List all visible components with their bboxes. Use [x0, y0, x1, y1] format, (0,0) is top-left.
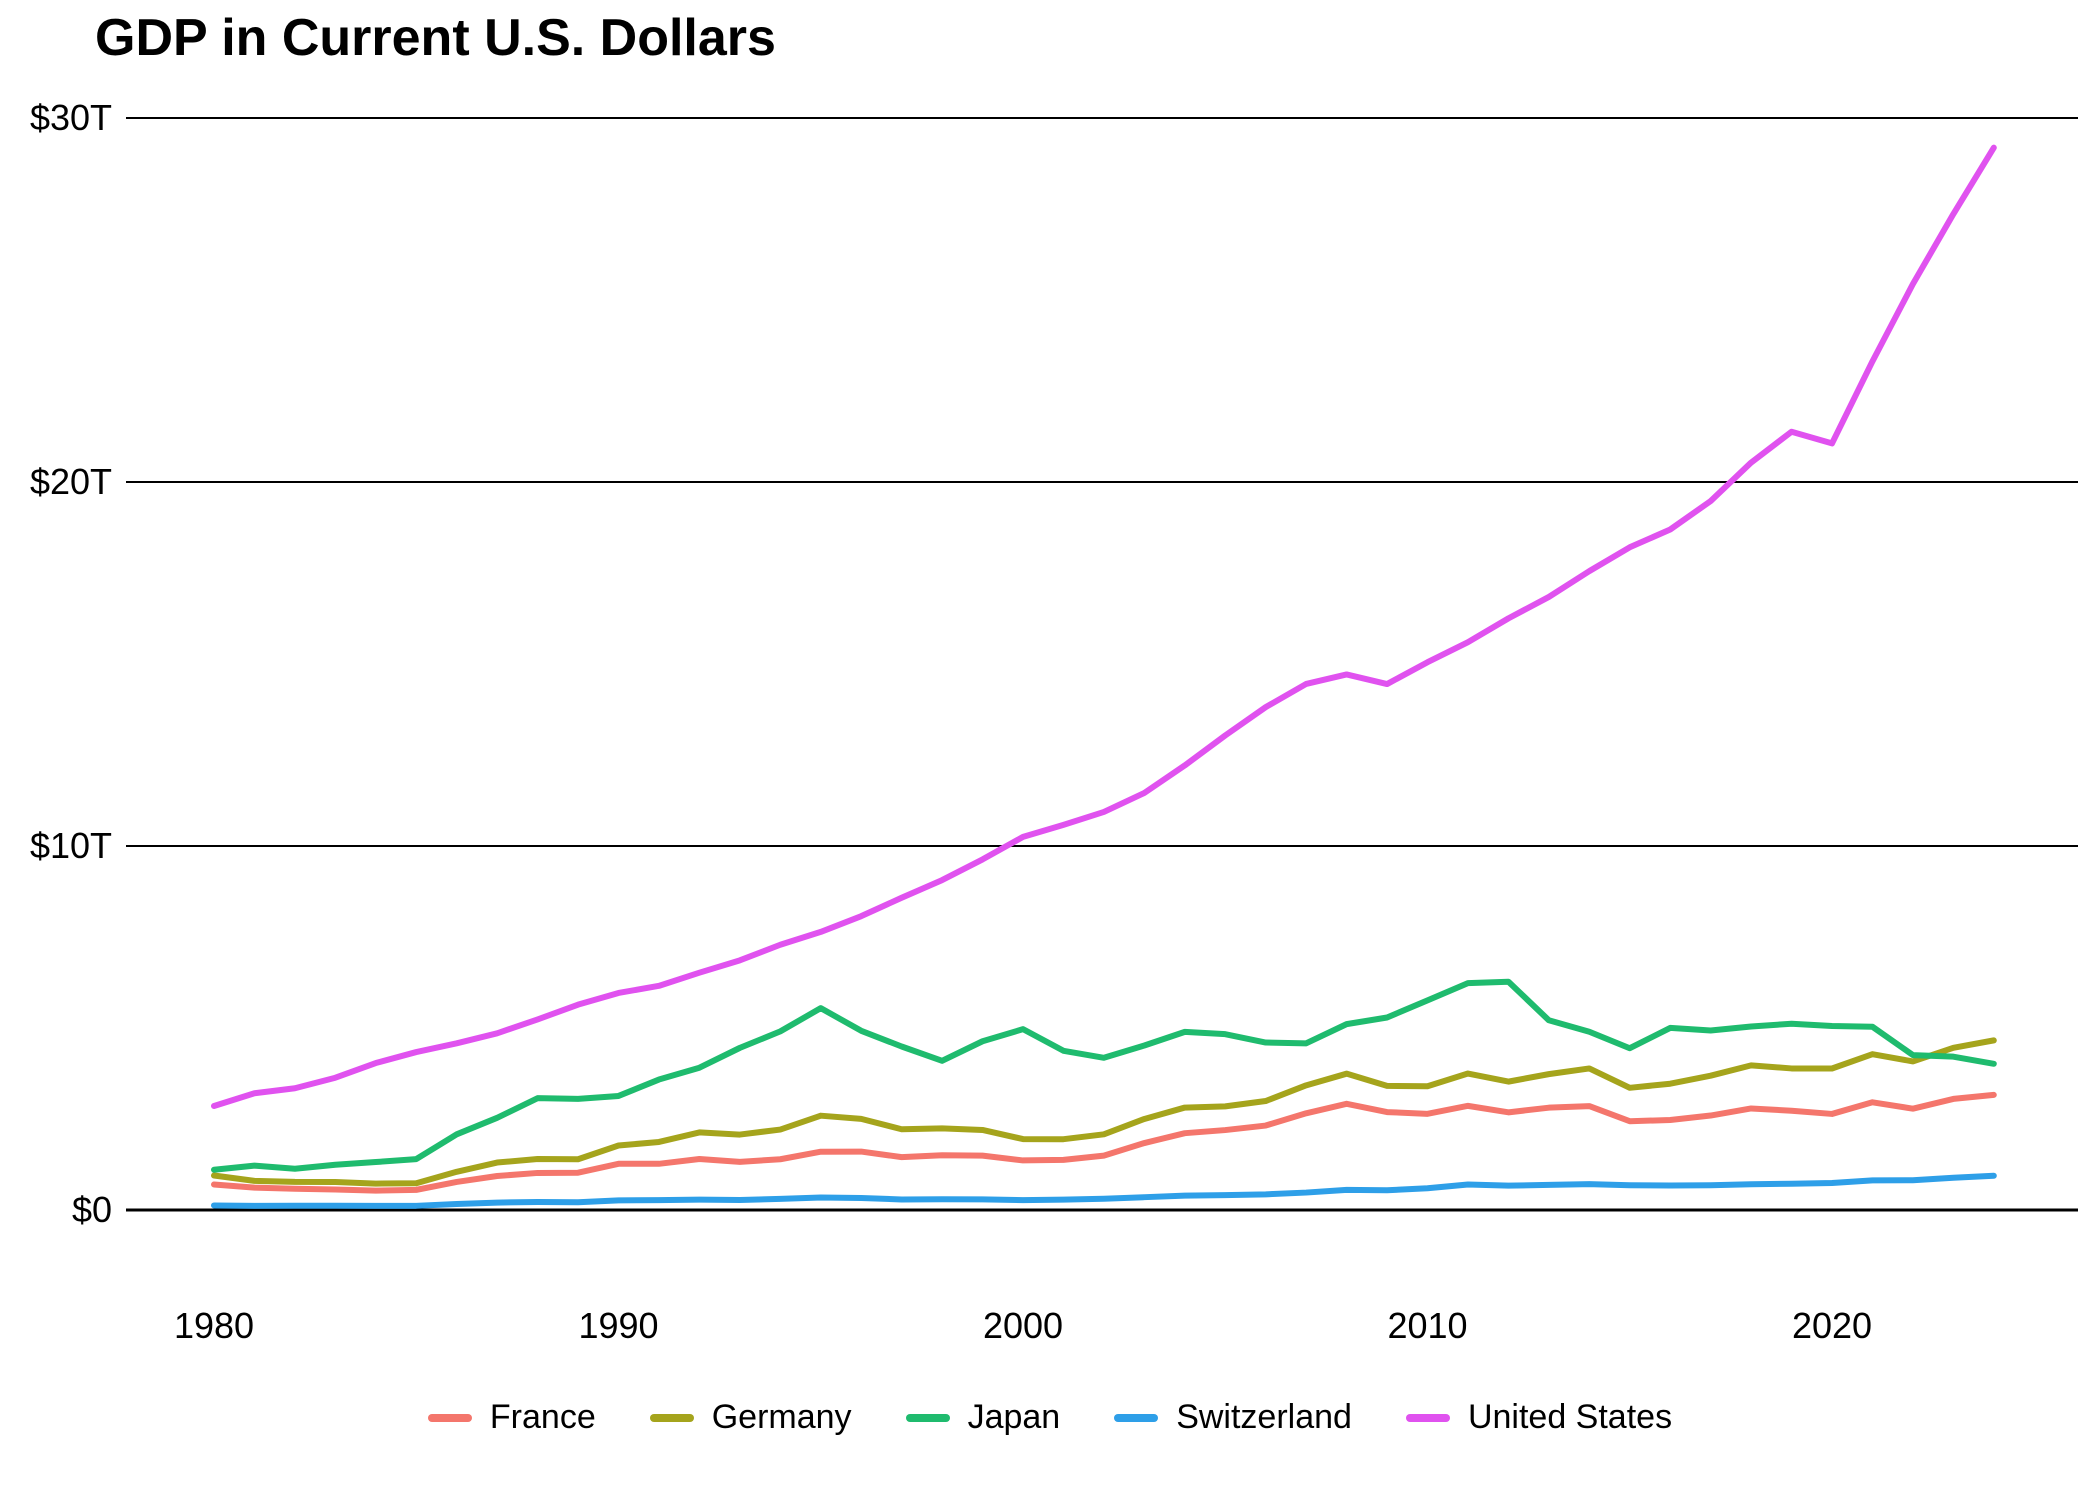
x-tick-label-1990: 1990	[578, 1305, 659, 1346]
series-line-japan	[211, 978, 1997, 1173]
y-tick-label-20: $20T	[29, 461, 112, 502]
legend-item-switzerland: Switzerland	[1114, 1398, 1352, 1437]
series-line-france	[211, 1091, 1997, 1194]
y-tick-label-30: $30T	[29, 97, 112, 138]
legend-item-france: France	[427, 1398, 596, 1437]
y-tick-label-0: $0	[71, 1189, 112, 1230]
legend-label-france: France	[489, 1398, 596, 1436]
x-tick-label-2000: 2000	[982, 1305, 1064, 1346]
series-line-switzerland	[211, 1172, 1997, 1209]
x-tick-label-1980: 1980	[173, 1305, 255, 1346]
legend-item-japan: Japan	[905, 1398, 1061, 1437]
series-line-united-states	[211, 144, 1997, 1110]
united-states-line-swatch	[1405, 1413, 1450, 1422]
legend: France Germany Japan Switzerland United …	[0, 1398, 2100, 1437]
x-tick-label-2020: 2020	[1791, 1305, 1873, 1346]
france-line-swatch	[427, 1413, 472, 1422]
series-line-germany	[211, 1037, 1997, 1187]
x-tick-label-2010: 2010	[1387, 1305, 1468, 1346]
legend-label-switzerland: Switzerland	[1176, 1398, 1352, 1436]
germany-line-swatch	[649, 1413, 694, 1422]
legend-label-united-states: United States	[1467, 1398, 1673, 1436]
japan-line-swatch	[905, 1413, 950, 1422]
legend-item-germany: Germany	[649, 1398, 852, 1437]
switzerland-line-swatch	[1114, 1413, 1159, 1422]
legend-label-japan: Japan	[967, 1398, 1061, 1436]
legend-item-united-states: United States	[1405, 1398, 1673, 1437]
y-tick-label-10: $10T	[29, 825, 112, 866]
legend-label-germany: Germany	[711, 1398, 852, 1436]
chart-title: GDP in Current U.S. Dollars	[95, 9, 776, 67]
